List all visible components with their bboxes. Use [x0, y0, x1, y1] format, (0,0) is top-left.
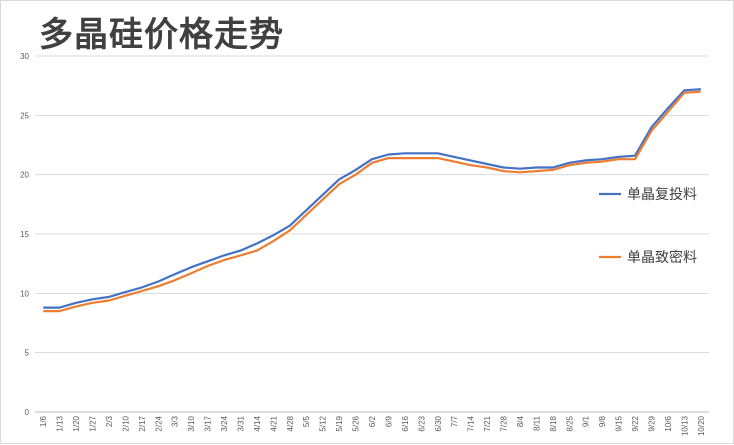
x-tick-label: 3/24: [220, 415, 229, 431]
x-tick-label: 3/17: [204, 415, 213, 431]
x-tick-label: 9/8: [598, 415, 607, 427]
x-tick-label: 3/31: [236, 415, 245, 431]
x-tick-label: 3/3: [171, 415, 180, 427]
x-tick-label: 4/21: [269, 415, 278, 431]
x-tick-label: 2/17: [138, 415, 147, 431]
x-tick-label: 3/10: [187, 415, 196, 431]
x-tick-label: 2/10: [121, 415, 130, 431]
x-tick-label: 4/28: [286, 415, 295, 431]
x-tick-label: 9/29: [647, 415, 656, 431]
x-tick-label: 7/14: [467, 415, 476, 431]
x-tick-label: 8/18: [549, 415, 558, 431]
y-tick-label: 0: [25, 408, 30, 417]
x-tick-label: 7/7: [450, 415, 459, 427]
series-line-2: [43, 90, 701, 313]
x-tick-label: 6/23: [417, 415, 426, 431]
x-tick-label: 6/30: [434, 415, 443, 431]
x-tick-label: 10/20: [697, 415, 706, 436]
y-tick-label: 25: [20, 111, 29, 120]
x-tick-label: 9/22: [631, 415, 640, 431]
x-tick-label: 7/21: [483, 415, 492, 431]
y-tick-label: 10: [20, 289, 29, 298]
x-tick-label: 9/15: [615, 415, 624, 431]
x-tick-label: 1/27: [89, 415, 98, 431]
y-tick-label: 15: [20, 230, 29, 239]
x-tick-label: 5/19: [335, 415, 344, 431]
chart-title: 多晶硅价格走势: [39, 15, 284, 55]
x-tick-label: 9/1: [582, 415, 591, 427]
y-tick-label: 30: [20, 52, 29, 61]
y-tick-label: 5: [25, 349, 30, 358]
y-tick-label: 20: [20, 171, 29, 180]
x-tick-label: 10/13: [680, 415, 689, 436]
x-tick-label: 7/28: [500, 415, 509, 431]
x-tick-label: 4/14: [253, 415, 262, 431]
series-line-1: [43, 88, 701, 309]
x-tick-label: 6/9: [384, 415, 393, 427]
x-tick-label: 8/25: [565, 415, 574, 431]
x-tick-label: 2/24: [154, 415, 163, 431]
x-tick-label: 6/16: [401, 415, 410, 431]
x-tick-label: 2/3: [105, 415, 114, 427]
legend-label-2: 单晶致密料: [627, 249, 697, 266]
x-tick-label: 8/4: [516, 415, 525, 427]
x-tick-label: 5/5: [302, 415, 311, 427]
x-tick-label: 5/26: [352, 415, 361, 431]
x-tick-label: 5/12: [319, 415, 328, 431]
legend-label-1: 单晶复投料: [627, 186, 697, 203]
x-tick-label: 1/13: [56, 415, 65, 431]
x-tick-label: 1/6: [39, 415, 48, 427]
x-tick-label: 6/2: [368, 415, 377, 427]
x-tick-label: 8/11: [532, 415, 541, 431]
x-tick-label: 10/6: [664, 415, 673, 431]
x-tick-label: 1/20: [72, 415, 81, 431]
